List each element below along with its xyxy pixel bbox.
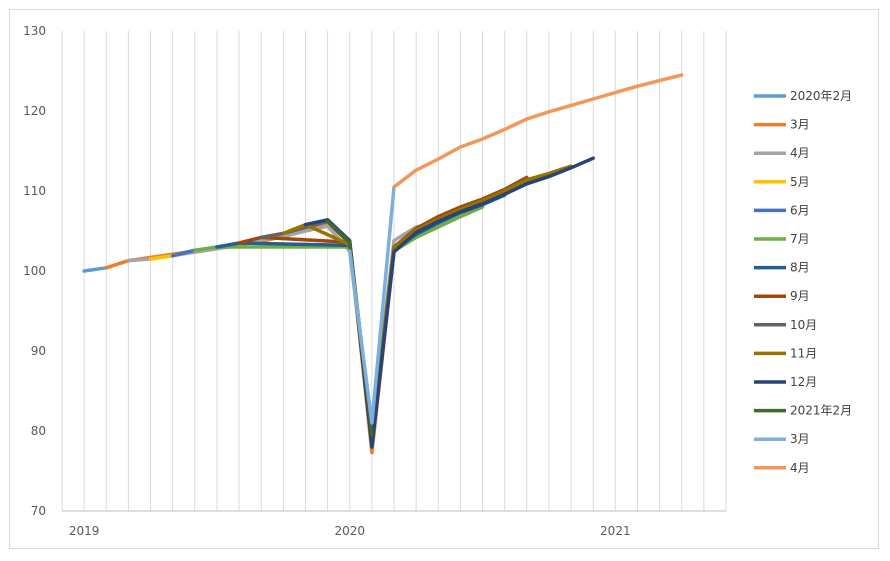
series-line xyxy=(303,156,595,449)
y-tick-label: 130 xyxy=(23,24,46,38)
legend: 2020年2月 3月 4月 5月 6月 7月 8月 9月 10月 11月 12月 2021年2月 3月 4… xyxy=(754,89,852,475)
series-line xyxy=(148,254,175,261)
y-tick-label: 100 xyxy=(23,264,46,278)
y-tick-label: 110 xyxy=(23,184,46,198)
series-line xyxy=(392,73,684,189)
legend-label: 2021年2月 xyxy=(790,404,852,418)
y-axis-ticks: 70 80 90 100 110 120 130 xyxy=(23,24,46,518)
legend-label: 10月 xyxy=(790,318,817,332)
legend-label: 7月 xyxy=(790,232,810,246)
legend-label: 9月 xyxy=(790,289,810,303)
legend-label: 6月 xyxy=(790,203,810,217)
legend-label: 11月 xyxy=(790,346,817,360)
legend-label: 8月 xyxy=(790,261,810,275)
x-tick-label: 2021 xyxy=(600,524,631,538)
y-tick-label: 120 xyxy=(23,104,46,118)
y-tick-label: 80 xyxy=(31,424,46,438)
series-line xyxy=(347,185,396,425)
series-line xyxy=(170,248,197,258)
legend-label: 12月 xyxy=(790,375,817,389)
y-tick-label: 70 xyxy=(31,504,46,518)
series-line xyxy=(82,266,109,273)
x-tick-label: 2019 xyxy=(69,524,100,538)
series-line xyxy=(215,193,507,437)
y-tick-label: 90 xyxy=(31,344,46,358)
x-axis-ticks: 2019 2020 2021 xyxy=(69,524,631,538)
legend-label: 2020年2月 xyxy=(790,89,852,103)
legend-label: 3月 xyxy=(790,432,810,446)
legend-label: 4月 xyxy=(790,461,810,475)
chart-frame xyxy=(9,9,879,549)
legend-label: 4月 xyxy=(790,146,810,160)
legend-label: 5月 xyxy=(790,175,810,189)
series-line xyxy=(259,172,551,440)
x-tick-label: 2020 xyxy=(334,524,365,538)
series-line xyxy=(281,164,573,435)
legend-label: 3月 xyxy=(790,118,810,132)
gridlines xyxy=(61,31,727,512)
series-lines xyxy=(82,73,684,455)
